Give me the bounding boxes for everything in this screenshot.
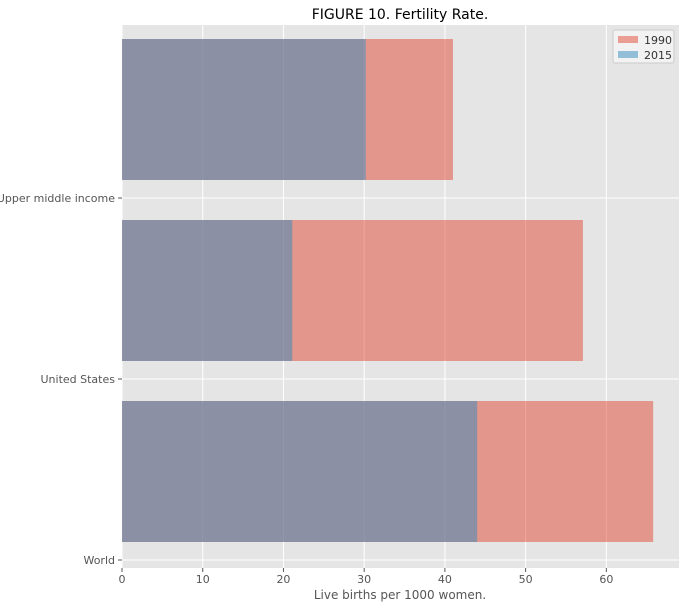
- legend-swatch-1990: [618, 36, 638, 43]
- x-tick-label: 20: [276, 573, 290, 586]
- y-tick-label: Upper middle income: [0, 192, 115, 205]
- bars: [122, 39, 654, 542]
- x-tick-label: 30: [357, 573, 371, 586]
- legend: 1990 2015: [612, 29, 675, 64]
- x-tick-label: 40: [438, 573, 452, 586]
- legend-swatch-2015: [618, 51, 638, 58]
- y-tick-label: World: [83, 554, 115, 567]
- legend-label-2015: 2015: [644, 49, 672, 62]
- x-tick-label: 10: [196, 573, 210, 586]
- x-axis-title: Live births per 1000 women.: [314, 588, 486, 602]
- chart-title: FIGURE 10. Fertility Rate.: [312, 7, 489, 23]
- bar-2015-united-states: [122, 220, 293, 361]
- bar-2015-world: [122, 401, 478, 542]
- x-axis-ticks: 0 10 20 30 40 50 60: [119, 568, 613, 586]
- x-tick-label: 60: [599, 573, 613, 586]
- y-axis-ticks: World United States Upper middle income: [0, 192, 122, 567]
- legend-label-1990: 1990: [644, 34, 672, 47]
- x-tick-label: 50: [519, 573, 533, 586]
- x-tick-label: 0: [119, 573, 126, 586]
- y-tick-label: United States: [41, 373, 116, 386]
- bar-2015-upper-middle-income: [122, 39, 366, 180]
